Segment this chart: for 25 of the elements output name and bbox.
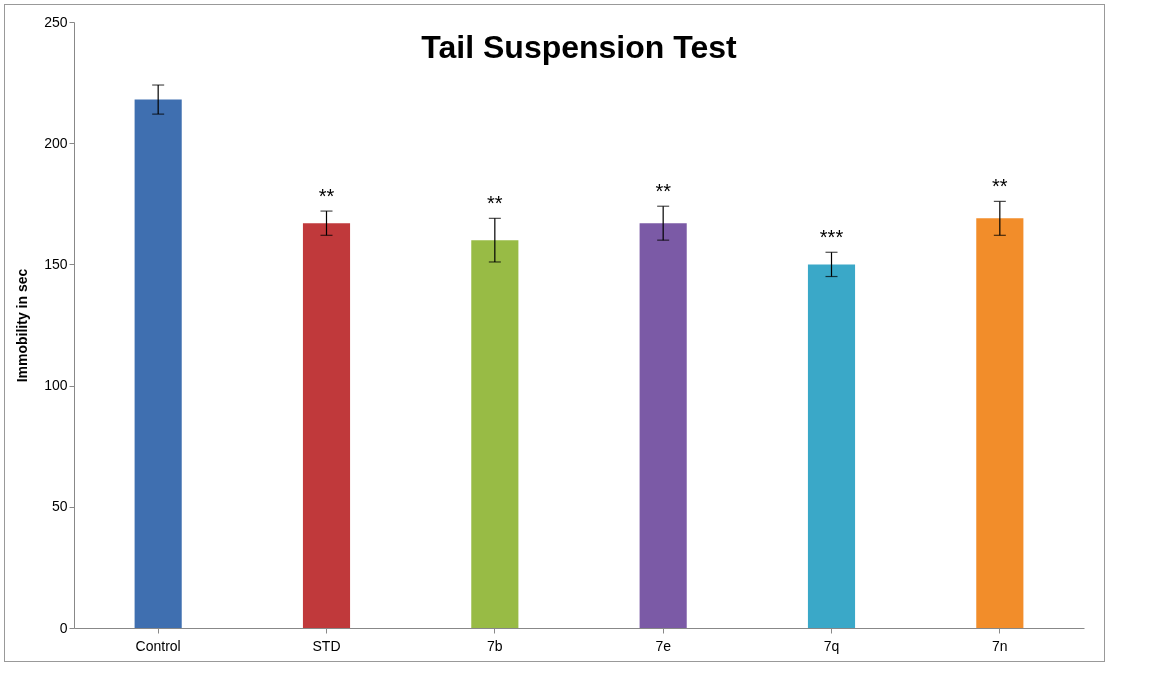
x-tick-label: 7e — [655, 637, 672, 654]
annotation: ** — [992, 175, 1008, 198]
annotation: ** — [655, 180, 672, 203]
annotation: ** — [318, 185, 335, 208]
y-tick-label: 200 — [44, 134, 68, 151]
bar — [976, 218, 1024, 628]
y-tick-label: 50 — [51, 498, 68, 515]
x-tick-label: Control — [135, 637, 181, 654]
y-axis-title: Immobility in sec — [14, 268, 31, 383]
bar — [807, 264, 856, 628]
x-tick-label: 7b — [487, 637, 503, 654]
x-tick-label: 7n — [992, 637, 1008, 654]
bar — [639, 223, 687, 628]
y-tick-label: 250 — [44, 13, 68, 30]
y-tick-label: 100 — [44, 377, 68, 394]
bar — [302, 223, 351, 628]
y-tick-label: 150 — [44, 255, 68, 272]
annotation: *** — [819, 226, 844, 249]
chart-title: Tail Suspension Test — [421, 29, 737, 65]
x-tick-label: STD — [312, 637, 341, 654]
bar — [471, 240, 519, 628]
x-tick-label: 7q — [823, 637, 840, 654]
y-tick-label: 0 — [59, 619, 68, 636]
annotation: ** — [487, 192, 503, 215]
bar — [134, 99, 182, 628]
